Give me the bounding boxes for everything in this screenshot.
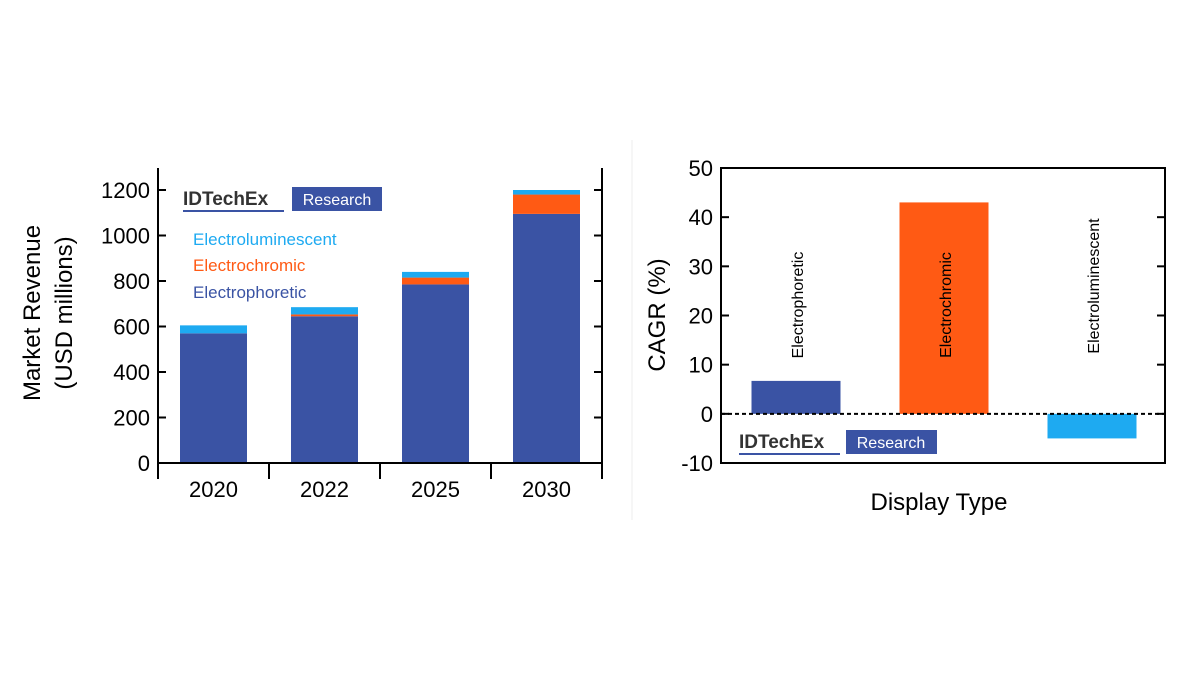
left-y-ticks: 0 200 400 600 800 1000 1200 <box>101 178 602 476</box>
logo-brand-left: IDTechEx <box>183 189 269 210</box>
bar-electroluminescent-2020 <box>180 325 247 334</box>
right-y-ticks: -10 0 10 20 30 40 50 <box>681 156 1165 476</box>
bar-electrophoretic-2022 <box>291 316 358 463</box>
logo-tag-left: Research <box>303 192 371 209</box>
bar-electrophoretic-2020 <box>180 333 247 463</box>
y-tick-label: -10 <box>681 451 713 476</box>
bar-electrophoretic-2030 <box>513 213 580 463</box>
left-x-ticks: 2020 2022 2025 2030 <box>189 477 571 502</box>
legend-electrophoretic: Electrophoretic <box>193 283 307 302</box>
bar-label-electrophoretic: Electrophoretic <box>790 252 807 359</box>
y-tick-label: 20 <box>689 304 713 329</box>
bar-electroluminescent-2022 <box>291 307 358 315</box>
bar-label-electrochromic: Electrochromic <box>938 252 955 358</box>
logo-box-right <box>846 430 937 454</box>
market-revenue-chart: 0 200 400 600 800 1000 1200 2020 2022 2025 2030 M… <box>19 168 603 502</box>
y-tick-label: 1000 <box>101 224 150 249</box>
legend: Electroluminescent Electrochromic Electr… <box>193 230 337 302</box>
y-tick-label: 10 <box>689 353 713 378</box>
bar-electrophoretic-2025 <box>402 284 469 463</box>
y-tick-label: 800 <box>113 269 150 294</box>
x-tick-label: 2020 <box>189 477 238 502</box>
x-tick-label: 2025 <box>411 477 460 502</box>
bar-electroluminescent-2030 <box>513 190 580 195</box>
bar-electrochromic-2022 <box>291 314 358 317</box>
logo-box-left <box>292 187 382 211</box>
logo-tag-right: Research <box>857 435 925 452</box>
idtechex-logo-right: IDTechEx Research <box>739 430 937 455</box>
legend-electrochromic: Electrochromic <box>193 256 306 275</box>
cagr-chart: Electrophoretic Electrochromic Electrolumi… <box>644 156 1166 516</box>
logo-brand-right: IDTechEx <box>739 432 825 453</box>
y-tick-label: 400 <box>113 360 150 385</box>
y-tick-label: 30 <box>689 254 713 279</box>
left-ylabel-line1: Market Revenue <box>19 225 46 401</box>
left-ylabel-line2: (USD millions) <box>51 236 78 389</box>
y-tick-label: 40 <box>689 205 713 230</box>
y-tick-label: 0 <box>138 451 150 476</box>
y-tick-label: 50 <box>689 156 713 181</box>
bar-cagr-electroluminescent <box>1047 413 1137 439</box>
left-bars <box>180 190 580 463</box>
logo-underline-right <box>739 453 840 455</box>
legend-electroluminescent: Electroluminescent <box>193 230 337 249</box>
idtechex-logo-left: IDTechEx Research <box>183 187 382 212</box>
right-ylabel: CAGR (%) <box>644 258 671 371</box>
right-bar-labels: Electrophoretic Electrochromic Electrolumi… <box>790 218 1103 359</box>
right-bars <box>751 202 1137 439</box>
bar-cagr-electrochromic <box>899 202 989 414</box>
x-tick-label: 2030 <box>522 477 571 502</box>
bar-label-electroluminescent: Electroluminescent <box>1086 218 1103 354</box>
right-xlabel: Display Type <box>871 489 1008 516</box>
bar-electrochromic-2030 <box>513 194 580 214</box>
x-tick-label: 2022 <box>300 477 349 502</box>
bar-electroluminescent-2025 <box>402 271 469 278</box>
left-axes <box>157 168 603 479</box>
y-tick-label: 1200 <box>101 178 150 203</box>
logo-underline-left <box>183 210 284 212</box>
bar-cagr-electrophoretic <box>751 380 841 414</box>
bar-electrochromic-2025 <box>402 277 469 285</box>
y-tick-label: 200 <box>113 406 150 431</box>
y-tick-label: 0 <box>701 402 713 427</box>
y-tick-label: 600 <box>113 315 150 340</box>
